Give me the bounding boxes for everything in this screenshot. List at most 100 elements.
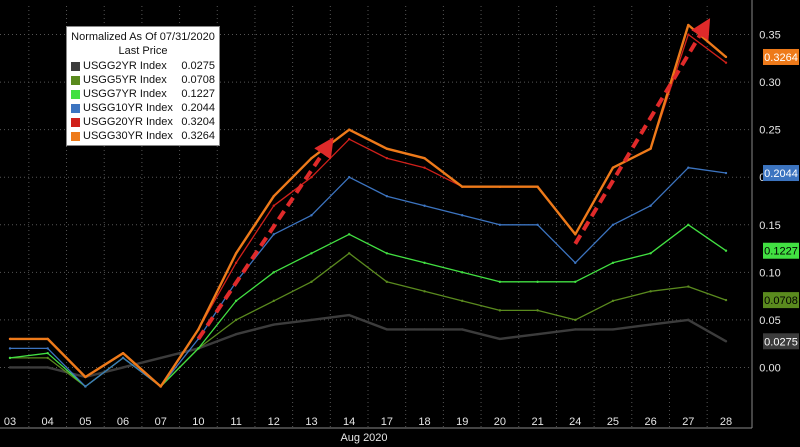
data-point [649,290,652,293]
data-point [385,195,389,198]
x-tick-label: 28 [720,416,732,428]
data-point [423,166,426,169]
last-value-box [763,292,799,309]
data-point [347,137,351,141]
x-tick-label: 25 [607,416,619,428]
data-point [8,356,12,360]
data-point [574,261,577,265]
legend-item: USGG20YR Index 0.3204 [71,115,215,129]
data-point [347,313,351,317]
data-point [724,298,728,302]
x-tick-label: 10 [192,416,204,428]
data-point [498,223,502,226]
y-tick-label: 0.05 [759,315,780,327]
data-point [272,195,275,198]
data-point [272,233,275,236]
data-point [687,285,690,288]
x-tick-label: 20 [494,416,506,428]
last-value-label: 0.1227 [764,246,798,258]
x-tick-label: 05 [79,416,91,428]
legend: Normalized As Of 07/31/2020 Last Price U… [66,26,220,146]
data-point [46,366,49,369]
data-point [159,356,162,360]
data-point [84,375,87,379]
legend-item-name: USGG30YR Index [83,130,173,142]
legend-item-name: USGG2YR Index [83,60,167,72]
x-tick-label: 07 [155,416,167,428]
data-point [536,223,539,226]
data-point [687,33,690,36]
data-point [574,318,577,322]
data-point [310,214,313,217]
data-point [423,156,426,160]
data-point [310,280,313,284]
last-value-label: 0.3264 [764,52,798,64]
data-point [347,128,351,131]
legend-item-value: 0.0708 [181,74,215,86]
x-tick-label: 18 [418,416,430,428]
legend-item: USGG30YR Index 0.3264 [71,129,215,143]
last-value-label: 0.0275 [764,336,798,348]
series-line [10,23,727,388]
legend-subtitle: Last Price [118,45,168,57]
data-point [159,385,162,388]
data-point [46,351,49,355]
data-point [611,261,615,265]
x-axis: 03 04 05 06 07 10 11 12 13 14 17 18 19 20 21 24 25 26 27 28… [4,416,732,444]
data-point [687,166,690,169]
data-point [649,204,652,207]
legend-items: USGG2YR Index 0.0275 USGG5YR Index 0.0708 US… [71,59,215,143]
series-line [10,167,727,388]
data-point [234,332,238,336]
data-point [347,252,351,255]
data-point [536,332,539,336]
data-point [385,280,389,284]
x-tick-label: 27 [682,416,694,428]
x-tick-label: 21 [531,416,543,428]
y-tick-label: 0.00 [759,362,780,374]
data-point [385,328,389,331]
x-tick-label: 14 [343,416,355,428]
data-point [498,337,502,341]
data-point [310,252,313,255]
trend-arrow [573,18,711,245]
last-value-box [763,48,799,65]
legend-item-name: USGG20YR Index [83,116,173,128]
legend-swatch [71,61,80,71]
x-tick-label: 24 [569,416,581,428]
legend-item-name: USGG7YR Index [83,88,167,100]
series-line [10,313,727,379]
data-point [611,299,615,303]
legend-item: USGG2YR Index 0.0275 [71,59,215,73]
data-point [310,156,313,160]
data-point [724,61,728,64]
legend-swatch [71,75,80,85]
data-point [498,280,502,284]
y-tick-label: 0.35 [759,30,780,42]
data-point [234,299,238,303]
data-point [197,328,200,331]
x-tick-label: 04 [42,416,54,428]
data-point [461,299,464,303]
data-point [649,147,652,150]
data-point [385,252,389,255]
legend-item-name: USGG5YR Index [83,74,167,86]
data-point [498,185,502,188]
data-point [649,252,652,255]
series-lines [8,23,728,388]
x-tick-label: 19 [456,416,468,428]
data-point [347,233,351,236]
data-point [611,166,615,169]
data-point [687,318,690,322]
data-point [461,185,464,188]
x-tick-label: 17 [381,416,393,428]
last-value-label: 0.2044 [764,168,798,180]
trend-arrows [196,18,711,341]
grid-lines [0,6,752,428]
data-point [234,318,238,322]
data-point [234,252,238,255]
data-point [724,55,728,59]
data-point [46,356,49,360]
data-point [272,204,275,207]
